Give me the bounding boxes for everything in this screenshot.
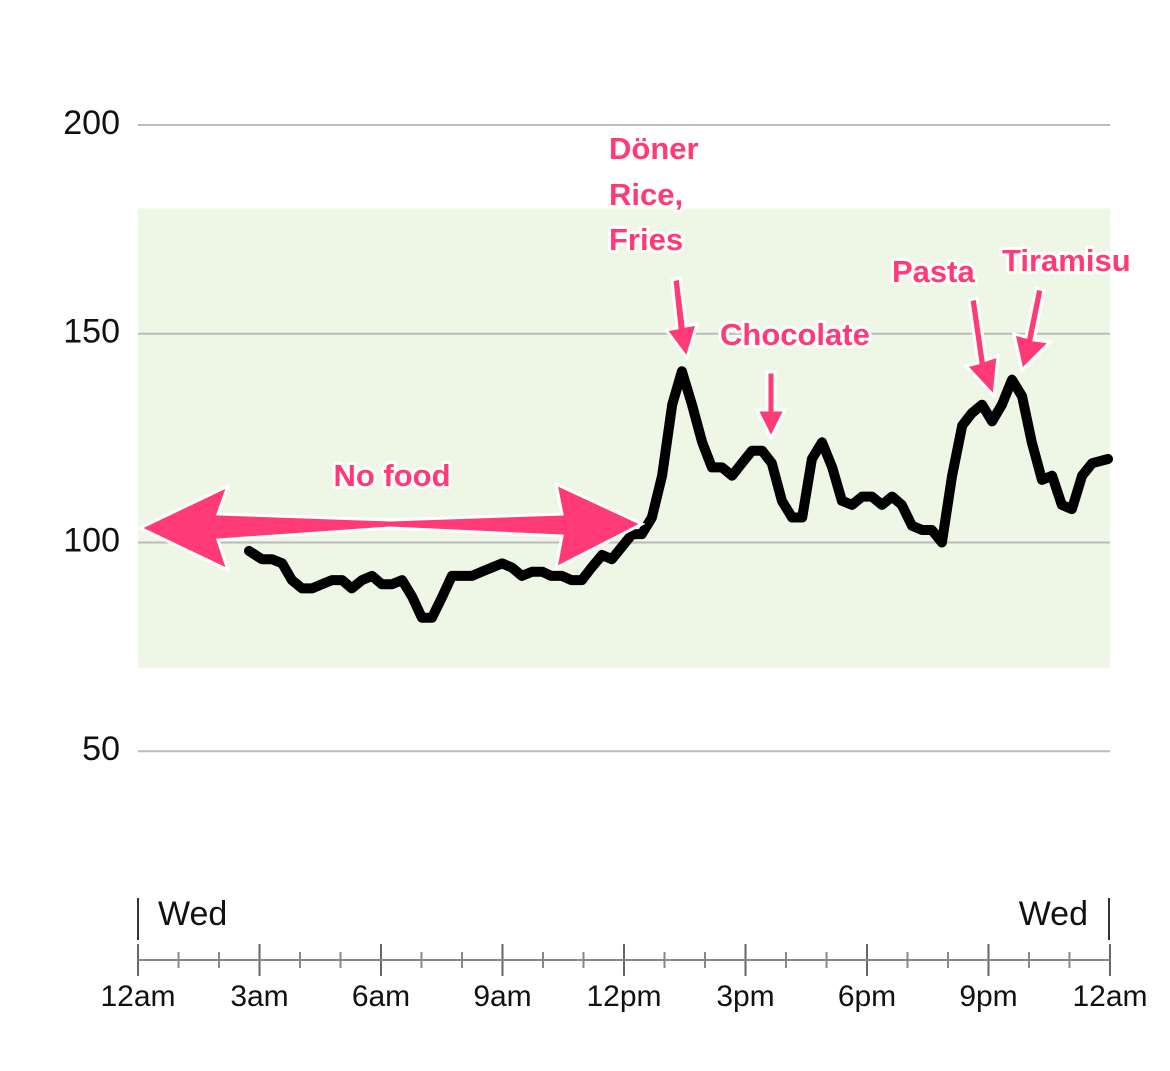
arrow-chocolate [754,370,788,442]
arrow-pasta [963,296,1000,400]
x-tick-label: 12am [100,980,175,1013]
grid: 50 100 150 200 12am 3am 6am 9am 12pm 3pm 6pm 9pm 12a… [63,104,1147,1013]
x-tick-label: 3pm [716,980,774,1013]
day-label: Wed [158,895,227,933]
arrow-doner [663,276,700,362]
y-tick-label: 200 [63,104,120,142]
x-tick-label: 3am [230,980,288,1013]
annotation: Chocolate [720,317,870,352]
annotation: Pasta [892,254,975,289]
double-arrow [136,481,646,573]
x-tick-label: 9pm [959,980,1017,1013]
annotation: Döner [609,131,699,166]
annotation: Tiramisu [1002,243,1131,278]
y-tick-label: 50 [82,730,120,768]
data [244,366,1113,623]
x-tick-label: 12pm [586,980,661,1013]
annotation: Rice, [609,177,683,212]
x-tick-label: 12am [1072,980,1147,1013]
annotation: Fries [609,222,683,257]
x-tick-label: 6am [352,980,410,1013]
annotation-arrows [136,276,1054,573]
x-tick-label: 9am [473,980,531,1013]
day-label: Wed [1019,895,1088,933]
day-markers: Wed Wed [137,895,1110,940]
y-tick-label: 150 [63,313,120,351]
arrow-tiramisu [1012,286,1054,373]
annotation: No food [333,458,450,493]
y-tick-label: 100 [63,521,120,559]
annotations: No food Döner Rice, Fries Chocolate Past… [330,128,1133,496]
x-tick-label: 6pm [838,980,896,1013]
glucose-line [244,366,1113,623]
